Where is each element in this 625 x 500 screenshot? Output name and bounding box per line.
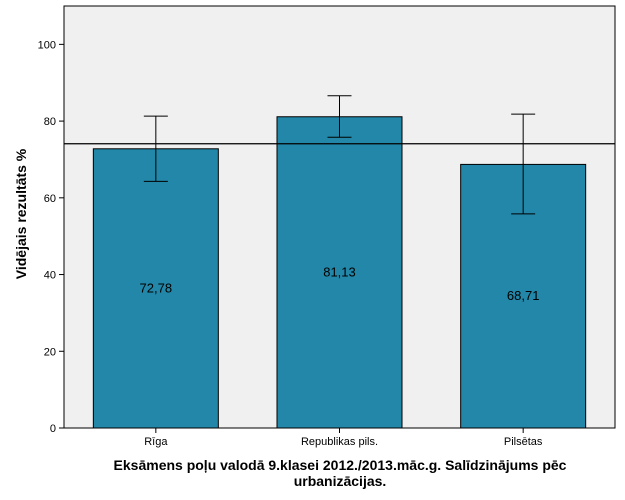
bar bbox=[92, 148, 219, 429]
y-tick-label: 80 bbox=[44, 116, 56, 128]
y-tick-label: 0 bbox=[50, 423, 56, 435]
y-tick-label: 60 bbox=[44, 193, 56, 205]
y-tick-label: 20 bbox=[44, 346, 56, 358]
bar-value-label: 68,71 bbox=[507, 288, 540, 303]
x-tick-label: Republikas pils. bbox=[301, 436, 378, 448]
y-axis-label: Vidējais rezultāts % bbox=[13, 148, 29, 279]
x-tick-label: Pilsētas bbox=[504, 436, 543, 448]
x-tick-label: Rīga bbox=[144, 436, 168, 448]
x-axis-label: Eksāmens poļu valodā 9.klasei 2012./2013… bbox=[113, 457, 567, 489]
y-tick-label: 100 bbox=[38, 39, 56, 51]
bar-value-label: 81,13 bbox=[323, 264, 356, 279]
y-tick-label: 40 bbox=[44, 270, 56, 282]
bar-value-label: 72,78 bbox=[140, 280, 173, 295]
